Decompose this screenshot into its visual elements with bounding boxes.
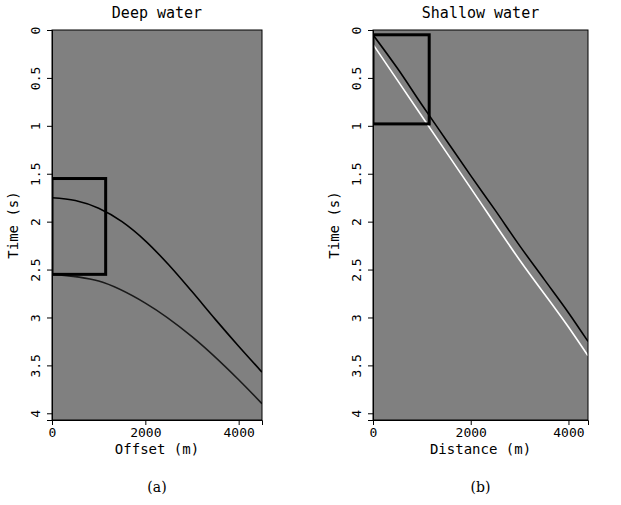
y-tick-label: 0.5	[28, 67, 43, 90]
y-axis-title: Time (s)	[5, 191, 21, 258]
x-tick: 2000	[130, 420, 161, 440]
panel-title: Shallow water	[422, 4, 539, 22]
y-tick-mark	[368, 222, 373, 223]
y-axis: 0 0.5 1 1.5 2 2.5 3 3.5 4	[349, 27, 374, 421]
x-tick-label: 4000	[224, 425, 255, 440]
y-tick-mark	[47, 317, 52, 318]
x-tick: 0	[49, 420, 57, 440]
y-tick-label: 1.5	[349, 162, 364, 185]
figure: 0 2000 4000 0 0.5 1 1.5 2 2.5 3 3.5 4 Deep water Offs…	[0, 0, 621, 505]
event-curve	[52, 274, 262, 403]
plot-background	[52, 30, 262, 420]
y-tick: 3	[28, 314, 52, 322]
event-curve	[373, 44, 588, 355]
panel: 0 2000 4000 0 0.5 1 1.5 2 2.5 3 3.5 4 Shallow water D…	[326, 4, 589, 495]
x-tick-label: 0	[49, 425, 57, 440]
y-tick-mark	[368, 413, 373, 414]
y-tick-label: 4	[349, 410, 364, 418]
x-axis: 0 2000 4000	[49, 420, 263, 440]
y-tick-label: 3	[349, 314, 364, 322]
y-tick: 1	[349, 122, 373, 130]
y-tick: 2	[349, 218, 373, 226]
x-tick-label: 0	[370, 425, 378, 440]
y-axis-line	[47, 31, 53, 421]
x-tick-label: 4000	[553, 425, 584, 440]
panel: 0 2000 4000 0 0.5 1 1.5 2 2.5 3 3.5 4 Deep water Offs…	[5, 4, 263, 495]
y-tick-mark	[47, 174, 52, 175]
y-tick-mark	[368, 270, 373, 271]
y-tick: 0	[28, 27, 52, 35]
panel-caption: (b)	[471, 479, 491, 495]
y-tick-label: 0	[28, 27, 43, 35]
y-tick-label: 3	[28, 314, 43, 322]
y-axis-line	[368, 31, 374, 421]
y-tick-mark	[47, 413, 52, 414]
x-tick: 4000	[553, 420, 584, 440]
y-tick-mark	[368, 78, 373, 79]
y-tick-label: 2	[28, 218, 43, 226]
y-tick-mark	[368, 317, 373, 318]
y-tick: 2.5	[28, 258, 52, 281]
y-tick-mark	[47, 270, 52, 271]
panel-caption: (a)	[147, 479, 166, 495]
y-tick-mark	[47, 78, 52, 79]
y-tick-label: 1.5	[28, 162, 43, 185]
y-tick-label: 2.5	[349, 258, 364, 281]
plot-frame	[373, 30, 588, 420]
y-tick-mark	[368, 174, 373, 175]
x-axis-title: Distance (m)	[430, 441, 531, 457]
x-tick: 2000	[456, 420, 487, 440]
y-tick-label: 3.5	[349, 354, 364, 377]
y-tick-mark	[47, 30, 52, 31]
plot-frame	[52, 30, 262, 420]
y-tick: 1.5	[28, 162, 52, 185]
x-tick-label: 2000	[130, 425, 161, 440]
y-tick-label: 4	[28, 410, 43, 418]
y-tick: 0.5	[28, 67, 52, 90]
window-box	[373, 35, 429, 124]
y-tick-label: 2	[349, 218, 364, 226]
y-tick-label: 1	[28, 122, 43, 130]
y-tick-mark	[47, 365, 52, 366]
plot-background	[373, 30, 588, 420]
y-tick: 1.5	[349, 162, 373, 185]
y-axis: 0 0.5 1 1.5 2 2.5 3 3.5 4	[28, 27, 53, 421]
y-tick-mark	[368, 365, 373, 366]
y-tick-mark	[47, 222, 52, 223]
y-tick-mark	[47, 126, 52, 127]
y-tick-label: 0.5	[349, 67, 364, 90]
panel-title: Deep water	[112, 4, 202, 22]
y-tick-mark	[368, 30, 373, 31]
event-curve	[373, 35, 588, 342]
window-box	[52, 179, 106, 275]
y-tick: 2	[28, 218, 52, 226]
marks	[52, 179, 262, 404]
x-axis-title: Offset (m)	[115, 441, 199, 457]
x-tick-label: 2000	[456, 425, 487, 440]
y-tick: 3.5	[28, 354, 52, 377]
y-tick-label: 0	[349, 27, 364, 35]
event-curve	[52, 198, 262, 372]
x-axis: 0 2000 4000	[370, 420, 589, 440]
y-tick: 3.5	[349, 354, 373, 377]
marks	[373, 35, 588, 356]
y-tick-label: 3.5	[28, 354, 43, 377]
y-axis-title: Time (s)	[326, 191, 342, 258]
y-tick: 4	[28, 410, 52, 418]
y-tick-mark	[368, 126, 373, 127]
y-tick-label: 2.5	[28, 258, 43, 281]
x-tick: 4000	[224, 420, 255, 440]
y-tick: 2.5	[349, 258, 373, 281]
y-tick: 3	[349, 314, 373, 322]
y-tick: 0	[349, 27, 373, 35]
y-tick-label: 1	[349, 122, 364, 130]
y-tick: 1	[28, 122, 52, 130]
y-tick: 4	[349, 410, 373, 418]
y-tick: 0.5	[349, 67, 373, 90]
x-tick: 0	[370, 420, 378, 440]
